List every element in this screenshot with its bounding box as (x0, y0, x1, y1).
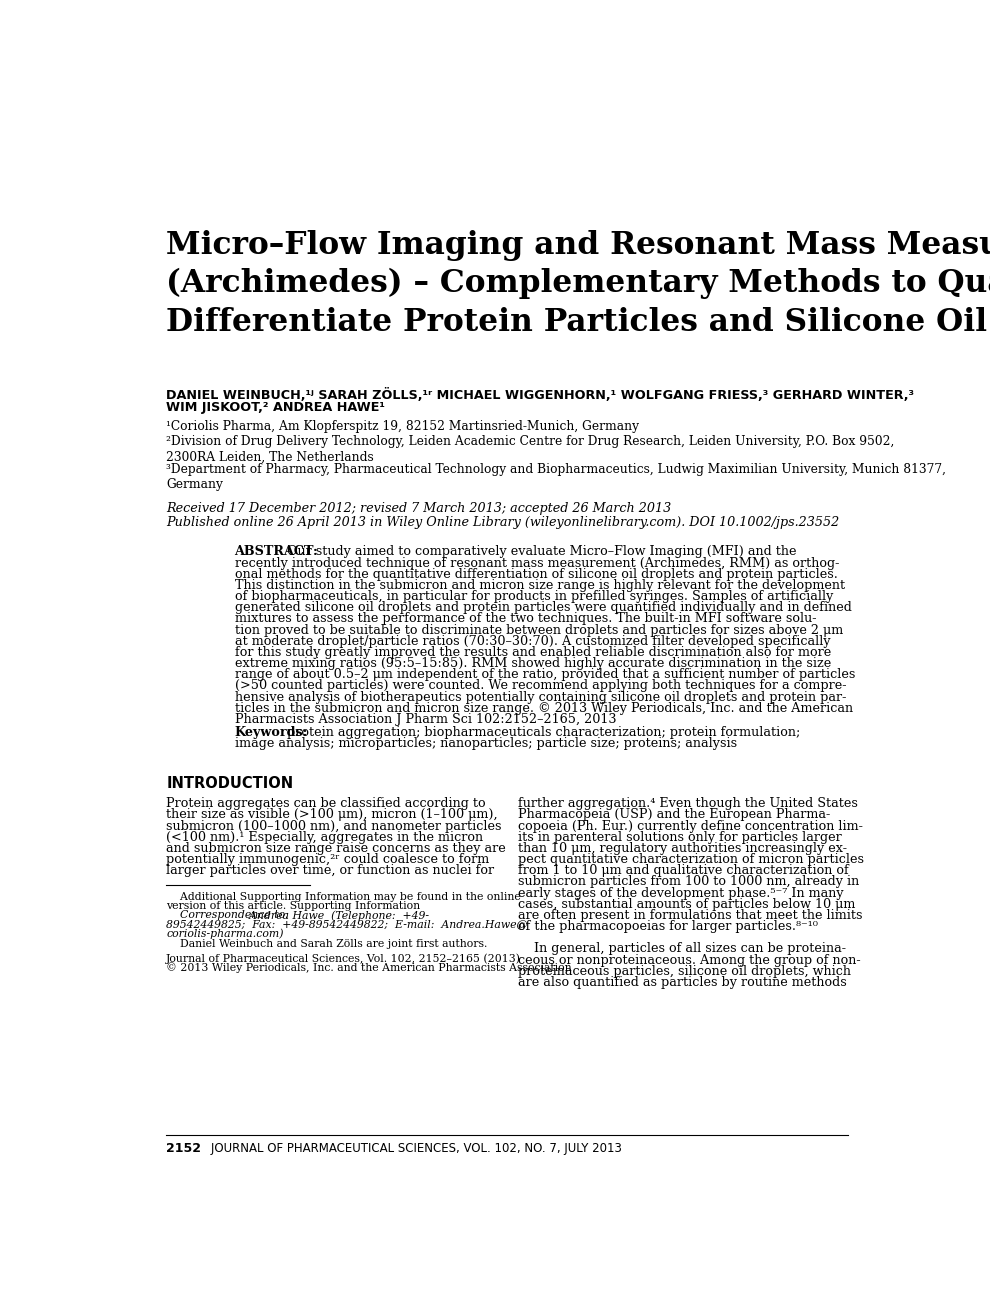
Text: tion proved to be suitable to discriminate between droplets and particles for si: tion proved to be suitable to discrimina… (235, 624, 842, 637)
Text: larger particles over time, or function as nuclei for: larger particles over time, or function … (166, 864, 494, 877)
Text: Protein aggregates can be classified according to: Protein aggregates can be classified acc… (166, 797, 486, 810)
Text: at moderate droplet/particle ratios (70:30–30:70). A customized filter developed: at moderate droplet/particle ratios (70:… (235, 634, 831, 647)
Text: version of this article. Supporting Information: version of this article. Supporting Info… (166, 900, 421, 911)
Text: WIM JISKOOT,² ANDREA HAWE¹: WIM JISKOOT,² ANDREA HAWE¹ (166, 401, 385, 414)
Text: for this study greatly improved the results and enabled reliable discrimination : for this study greatly improved the resu… (235, 646, 831, 659)
Text: than 10 μm, regulatory authorities increasingly ex-: than 10 μm, regulatory authorities incre… (518, 842, 847, 855)
Text: ceous or nonproteinaceous. Among the group of non-: ceous or nonproteinaceous. Among the gro… (518, 954, 861, 967)
Text: coriolis-pharma.com): coriolis-pharma.com) (166, 929, 284, 940)
Text: recently introduced technique of resonant mass measurement (Archimedes, RMM) as : recently introduced technique of resonan… (235, 557, 839, 569)
Text: cases, substantial amounts of particles below 10 μm: cases, substantial amounts of particles … (518, 898, 855, 911)
Text: © 2013 Wiley Periodicals, Inc. and the American Pharmacists Association: © 2013 Wiley Periodicals, Inc. and the A… (166, 962, 572, 974)
Text: range of about 0.5–2 μm independent of the ratio, provided that a sufficient num: range of about 0.5–2 μm independent of t… (235, 668, 855, 681)
Text: This distinction in the submicron and micron size range is highly relevant for t: This distinction in the submicron and mi… (235, 579, 844, 592)
Text: Differentiate Protein Particles and Silicone Oil Droplets: Differentiate Protein Particles and Sili… (166, 307, 990, 338)
Text: Daniel Weinbuch and Sarah Zölls are joint first authors.: Daniel Weinbuch and Sarah Zölls are join… (166, 940, 488, 949)
Text: Received 17 December 2012; revised 7 March 2013; accepted 26 March 2013: Received 17 December 2012; revised 7 Mar… (166, 501, 671, 514)
Text: from 1 to 10 μm and qualitative characterization of: from 1 to 10 μm and qualitative characte… (518, 864, 849, 877)
Text: Pharmacopeia (USP) and the European Pharma-: Pharmacopeia (USP) and the European Phar… (518, 808, 831, 821)
Text: DANIEL WEINBUCH,¹ʲ SARAH ZÖLLS,¹ʳ MICHAEL WIGGENHORN,¹ WOLFGANG FRIESS,³ GERHARD: DANIEL WEINBUCH,¹ʲ SARAH ZÖLLS,¹ʳ MICHAE… (166, 388, 915, 402)
Text: Keywords:: Keywords: (235, 726, 308, 739)
Text: Our study aimed to comparatively evaluate Micro–Flow Imaging (MFI) and the: Our study aimed to comparatively evaluat… (282, 545, 796, 559)
Text: its in parenteral solutions only for particles larger: its in parenteral solutions only for par… (518, 831, 842, 844)
Text: 89542449825;  Fax:  +49-89542449822;  E-mail:  Andrea.Hawe@: 89542449825; Fax: +49-89542449822; E-mai… (166, 919, 528, 929)
Text: ³Department of Pharmacy, Pharmaceutical Technology and Biopharmaceutics, Ludwig : ³Department of Pharmacy, Pharmaceutical … (166, 463, 946, 491)
Text: In general, particles of all sizes can be proteina-: In general, particles of all sizes can b… (518, 942, 846, 955)
Text: hensive analysis of biotherapeutics potentially containing silicone oil droplets: hensive analysis of biotherapeutics pote… (235, 690, 845, 703)
Text: are often present in formulations that meet the limits: are often present in formulations that m… (518, 908, 862, 921)
Text: ²Division of Drug Delivery Technology, Leiden Academic Centre for Drug Research,: ²Division of Drug Delivery Technology, L… (166, 436, 895, 463)
Text: protein aggregation; biopharmaceuticals characterization; protein formulation;: protein aggregation; biopharmaceuticals … (279, 726, 800, 739)
Text: Micro–Flow Imaging and Resonant Mass Measurement: Micro–Flow Imaging and Resonant Mass Mea… (166, 230, 990, 261)
Text: submicron particles from 100 to 1000 nm, already in: submicron particles from 100 to 1000 nm,… (518, 876, 859, 889)
Text: generated silicone oil droplets and protein particles were quantified individual: generated silicone oil droplets and prot… (235, 602, 851, 615)
Text: INTRODUCTION: INTRODUCTION (166, 775, 293, 791)
Text: and submicron size range raise concerns as they are: and submicron size range raise concerns … (166, 842, 506, 855)
Text: (Archimedes) – Complementary Methods to Quantitatively: (Archimedes) – Complementary Methods to … (166, 269, 990, 299)
Text: early stages of the development phase.⁵⁻⁷ In many: early stages of the development phase.⁵⁻… (518, 886, 843, 899)
Text: their size as visible (>100 μm), micron (1–100 μm),: their size as visible (>100 μm), micron … (166, 808, 498, 821)
Text: of the pharmacopoeias for larger particles.⁸⁻¹⁰: of the pharmacopoeias for larger particl… (518, 920, 818, 933)
Text: extreme mixing ratios (95:5–15:85). RMM showed highly accurate discrimination in: extreme mixing ratios (95:5–15:85). RMM … (235, 658, 831, 669)
Text: Journal of Pharmaceutical Sciences, Vol. 102, 2152–2165 (2013): Journal of Pharmaceutical Sciences, Vol.… (166, 953, 522, 963)
Text: of biopharmaceuticals, in particular for products in prefilled syringes. Samples: of biopharmaceuticals, in particular for… (235, 590, 833, 603)
Text: ticles in the submicron and micron size range. © 2013 Wiley Periodicals, Inc. an: ticles in the submicron and micron size … (235, 702, 852, 715)
Text: Additional Supporting Information may be found in the online: Additional Supporting Information may be… (166, 891, 521, 902)
Text: 2152: 2152 (166, 1142, 201, 1155)
Text: are also quantified as particles by routine methods: are also quantified as particles by rout… (518, 976, 847, 989)
Text: image analysis; microparticles; nanoparticles; particle size; proteins; analysis: image analysis; microparticles; nanopart… (235, 737, 737, 750)
Text: JOURNAL OF PHARMACEUTICAL SCIENCES, VOL. 102, NO. 7, JULY 2013: JOURNAL OF PHARMACEUTICAL SCIENCES, VOL.… (196, 1142, 622, 1155)
Text: ¹Coriolis Pharma, Am Klopferspitz 19, 82152 Martinsried-Munich, Germany: ¹Coriolis Pharma, Am Klopferspitz 19, 82… (166, 420, 640, 433)
Text: Published online 26 April 2013 in Wiley Online Library (wileyonlinelibrary.com).: Published online 26 April 2013 in Wiley … (166, 517, 840, 530)
Text: (<100 nm).¹ Especially, aggregates in the micron: (<100 nm).¹ Especially, aggregates in th… (166, 831, 483, 844)
Text: ABSTRACT:: ABSTRACT: (235, 545, 318, 559)
Text: Pharmacists Association J Pharm Sci 102:2152–2165, 2013: Pharmacists Association J Pharm Sci 102:… (235, 713, 616, 726)
Text: Andrea Hawe  (Telephone:  +49-: Andrea Hawe (Telephone: +49- (242, 910, 429, 920)
Text: onal methods for the quantitative differentiation of silicone oil droplets and p: onal methods for the quantitative differ… (235, 568, 838, 581)
Text: submicron (100–1000 nm), and nanometer particles: submicron (100–1000 nm), and nanometer p… (166, 820, 502, 833)
Text: further aggregation.⁴ Even though the United States: further aggregation.⁴ Even though the Un… (518, 797, 858, 810)
Text: Correspondence to:: Correspondence to: (166, 910, 289, 920)
Text: mixtures to assess the performance of the two techniques. The built-in MFI softw: mixtures to assess the performance of th… (235, 612, 816, 625)
Text: potentially immunogenic,²ʳ could coalesce to form: potentially immunogenic,²ʳ could coalesc… (166, 853, 490, 867)
Text: pect quantitative characterization of micron particles: pect quantitative characterization of mi… (518, 853, 864, 867)
Text: proteinaceous particles, silicone oil droplets, which: proteinaceous particles, silicone oil dr… (518, 964, 851, 977)
Text: (>50 counted particles) were counted. We recommend applying both techniques for : (>50 counted particles) were counted. We… (235, 680, 846, 693)
Text: copoeia (Ph. Eur.) currently define concentration lim-: copoeia (Ph. Eur.) currently define conc… (518, 820, 863, 833)
